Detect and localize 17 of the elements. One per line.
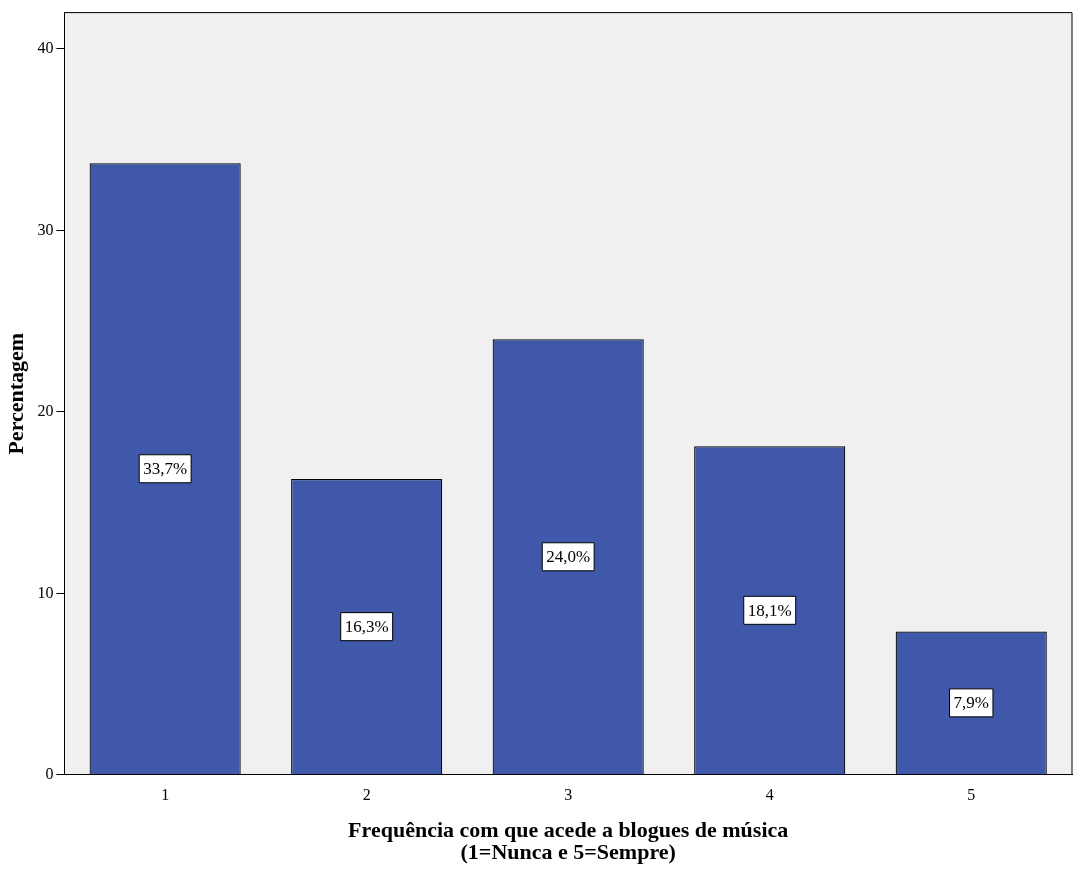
y-tick-label: 0 bbox=[45, 765, 54, 782]
y-axis-title: Percentagem bbox=[2, 332, 28, 455]
data-label: 18,1% bbox=[747, 600, 792, 620]
y-tick-label: 30 bbox=[37, 220, 54, 238]
y-tick-label: 10 bbox=[37, 583, 54, 601]
y-tick-label: 20 bbox=[37, 402, 54, 420]
x-tick-label: 1 bbox=[161, 785, 170, 803]
data-label: 16,3% bbox=[344, 617, 389, 637]
data-label: 33,7% bbox=[143, 459, 188, 479]
x-tick-label: 3 bbox=[564, 785, 573, 803]
data-label: 24,0% bbox=[546, 547, 591, 567]
x-tick-label: 2 bbox=[362, 785, 371, 803]
x-tick-label: 4 bbox=[765, 785, 774, 803]
x-axis-title: Frequência com que acede a blogues de música (1=Nunca e 5=Sempre) bbox=[348, 816, 789, 864]
y-tick-label: 40 bbox=[37, 39, 54, 57]
x-tick-label: 5 bbox=[967, 785, 976, 803]
data-label: 7,9% bbox=[953, 693, 989, 713]
